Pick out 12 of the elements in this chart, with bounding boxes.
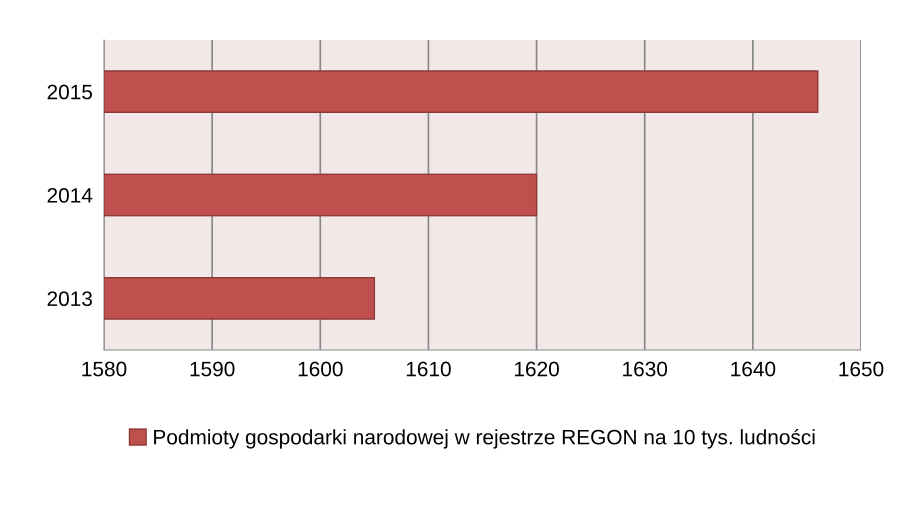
- x-tick-label: 1580: [82, 362, 126, 376]
- x-tick-label: 1610: [406, 362, 451, 376]
- x-tick-label: 1590: [190, 362, 235, 376]
- legend-label: Podmioty gospodarki narodowej w rejestrze REGON na 10 tys. ludności: [154, 428, 815, 449]
- x-tick-label: 1600: [298, 362, 343, 376]
- y-tick-label: 2015: [48, 84, 92, 100]
- x-tick-label: 1630: [623, 362, 668, 376]
- x-tick-label: 1620: [514, 362, 559, 376]
- x-tick-label: 1640: [731, 362, 776, 376]
- y-tick-label: 2014: [48, 188, 92, 203]
- x-tick-label: 1650: [839, 362, 884, 376]
- y-tick-label: 2013: [48, 291, 92, 306]
